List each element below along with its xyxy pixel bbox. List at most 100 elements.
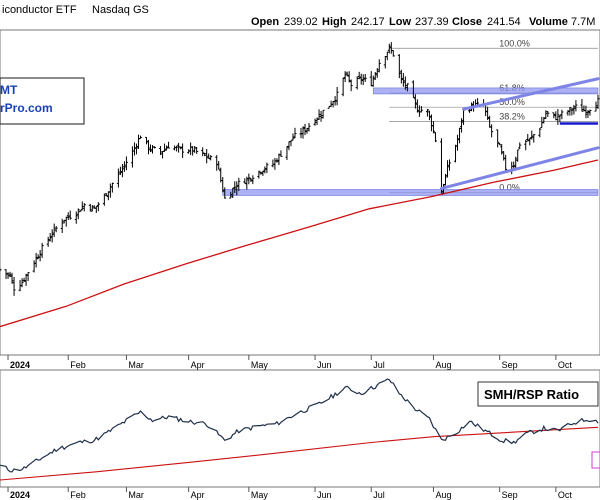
price-bar <box>247 173 251 185</box>
price-bar <box>331 101 335 108</box>
price-bar <box>375 68 379 78</box>
price-bar <box>516 149 520 162</box>
logo-line-1: MT <box>0 83 18 97</box>
price-bar <box>552 112 556 119</box>
price-bar <box>514 156 518 169</box>
price-bar <box>333 96 337 106</box>
price-bar <box>558 115 562 123</box>
price-bar <box>52 223 56 237</box>
fib-level-label: 50.0% <box>499 97 525 107</box>
price-bar <box>22 277 26 282</box>
price-bar <box>229 191 233 199</box>
price-bar <box>401 72 405 87</box>
x-tick-label: 2024 <box>10 490 30 500</box>
ratio-legend-box <box>477 381 599 407</box>
price-bar <box>357 71 361 80</box>
close-value: 241.54 <box>487 16 521 28</box>
x-tick-label: Jun <box>317 360 332 370</box>
price-bar <box>399 69 403 84</box>
price-bar <box>321 109 325 119</box>
fib-level-label: 0.0% <box>499 183 520 193</box>
moving-average-layer <box>0 159 599 328</box>
price-bar <box>195 147 199 154</box>
volume-label: Volume <box>529 16 568 28</box>
price-bar <box>209 155 213 161</box>
price-bar <box>373 72 377 80</box>
price-bar <box>64 216 68 227</box>
price-bar <box>301 126 305 139</box>
price-bar <box>387 43 391 54</box>
price-bar <box>275 158 279 163</box>
x-tick-label: May <box>251 490 269 500</box>
logo: MT rPro.com <box>0 77 85 125</box>
trendlines-layer <box>439 77 600 190</box>
price-bar <box>500 143 504 155</box>
price-bar <box>50 229 54 243</box>
price-bar <box>526 133 530 142</box>
price-bar <box>317 109 321 120</box>
x-tick-label: Jun <box>317 490 332 500</box>
fibonacci-layer: 100.0%61.8%50.0%38.2%0.0% <box>389 38 598 193</box>
price-bar <box>60 218 64 233</box>
price-bar <box>285 145 289 160</box>
price-bar <box>223 187 227 199</box>
price-bar <box>66 212 70 220</box>
price-bar <box>8 271 12 278</box>
price-bar <box>403 76 407 90</box>
fib-level-label: 38.2% <box>499 111 525 121</box>
price-bar <box>221 176 225 193</box>
price-bar <box>538 127 542 138</box>
x-tick-label: May <box>251 360 269 370</box>
price-bar <box>542 117 546 124</box>
price-bar <box>187 149 191 154</box>
price-bar <box>96 202 100 212</box>
price-bar <box>594 101 598 112</box>
price-bar <box>249 177 253 182</box>
price-bar <box>341 77 345 97</box>
price-bar <box>233 181 237 194</box>
price-bar <box>82 203 86 212</box>
price-bar <box>496 129 500 148</box>
price-bar <box>289 140 293 147</box>
price-bar <box>504 154 508 173</box>
price-bar <box>510 161 514 175</box>
price-bar <box>355 76 359 90</box>
x-tick-label: Sep <box>502 490 518 500</box>
price-bar <box>544 110 548 120</box>
price-bar <box>490 124 494 138</box>
price-bar <box>530 130 534 140</box>
price-bar <box>560 109 564 120</box>
price-bar <box>34 252 38 268</box>
price-bar <box>518 142 522 149</box>
price-bar <box>371 75 375 87</box>
price-bar <box>498 142 502 146</box>
price-bar <box>369 71 373 87</box>
price-bar <box>68 210 72 220</box>
price-bar <box>102 193 106 206</box>
price-bar <box>293 127 297 139</box>
price-bar <box>40 242 44 258</box>
price-bar <box>149 144 153 153</box>
price-bar <box>431 121 435 134</box>
price-bar <box>596 94 600 109</box>
price-bar <box>486 106 490 121</box>
price-bar <box>454 144 458 163</box>
price-bar <box>80 201 84 211</box>
price-bar <box>203 152 207 157</box>
price-bar <box>329 100 333 107</box>
price-bar <box>303 123 307 136</box>
price-bar <box>263 166 267 174</box>
x-tick-label: Oct <box>558 490 573 500</box>
price-bar <box>215 155 219 171</box>
price-bar <box>245 176 249 190</box>
price-bar <box>349 79 353 92</box>
price-bar <box>313 118 317 126</box>
ratio-line <box>0 378 599 473</box>
close-label: Close <box>452 16 482 28</box>
price-bar <box>307 123 311 132</box>
logo-line-2: rPro.com <box>0 101 53 115</box>
price-bar <box>259 171 263 175</box>
price-bar <box>132 142 136 156</box>
price-bar <box>291 133 295 141</box>
price-bar <box>104 193 108 197</box>
